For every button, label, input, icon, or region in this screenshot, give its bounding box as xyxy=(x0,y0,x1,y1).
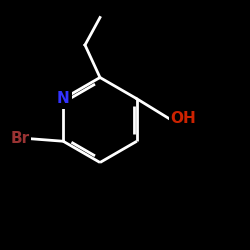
Text: N: N xyxy=(57,91,70,106)
Text: Br: Br xyxy=(10,131,29,146)
Text: OH: OH xyxy=(170,111,196,126)
